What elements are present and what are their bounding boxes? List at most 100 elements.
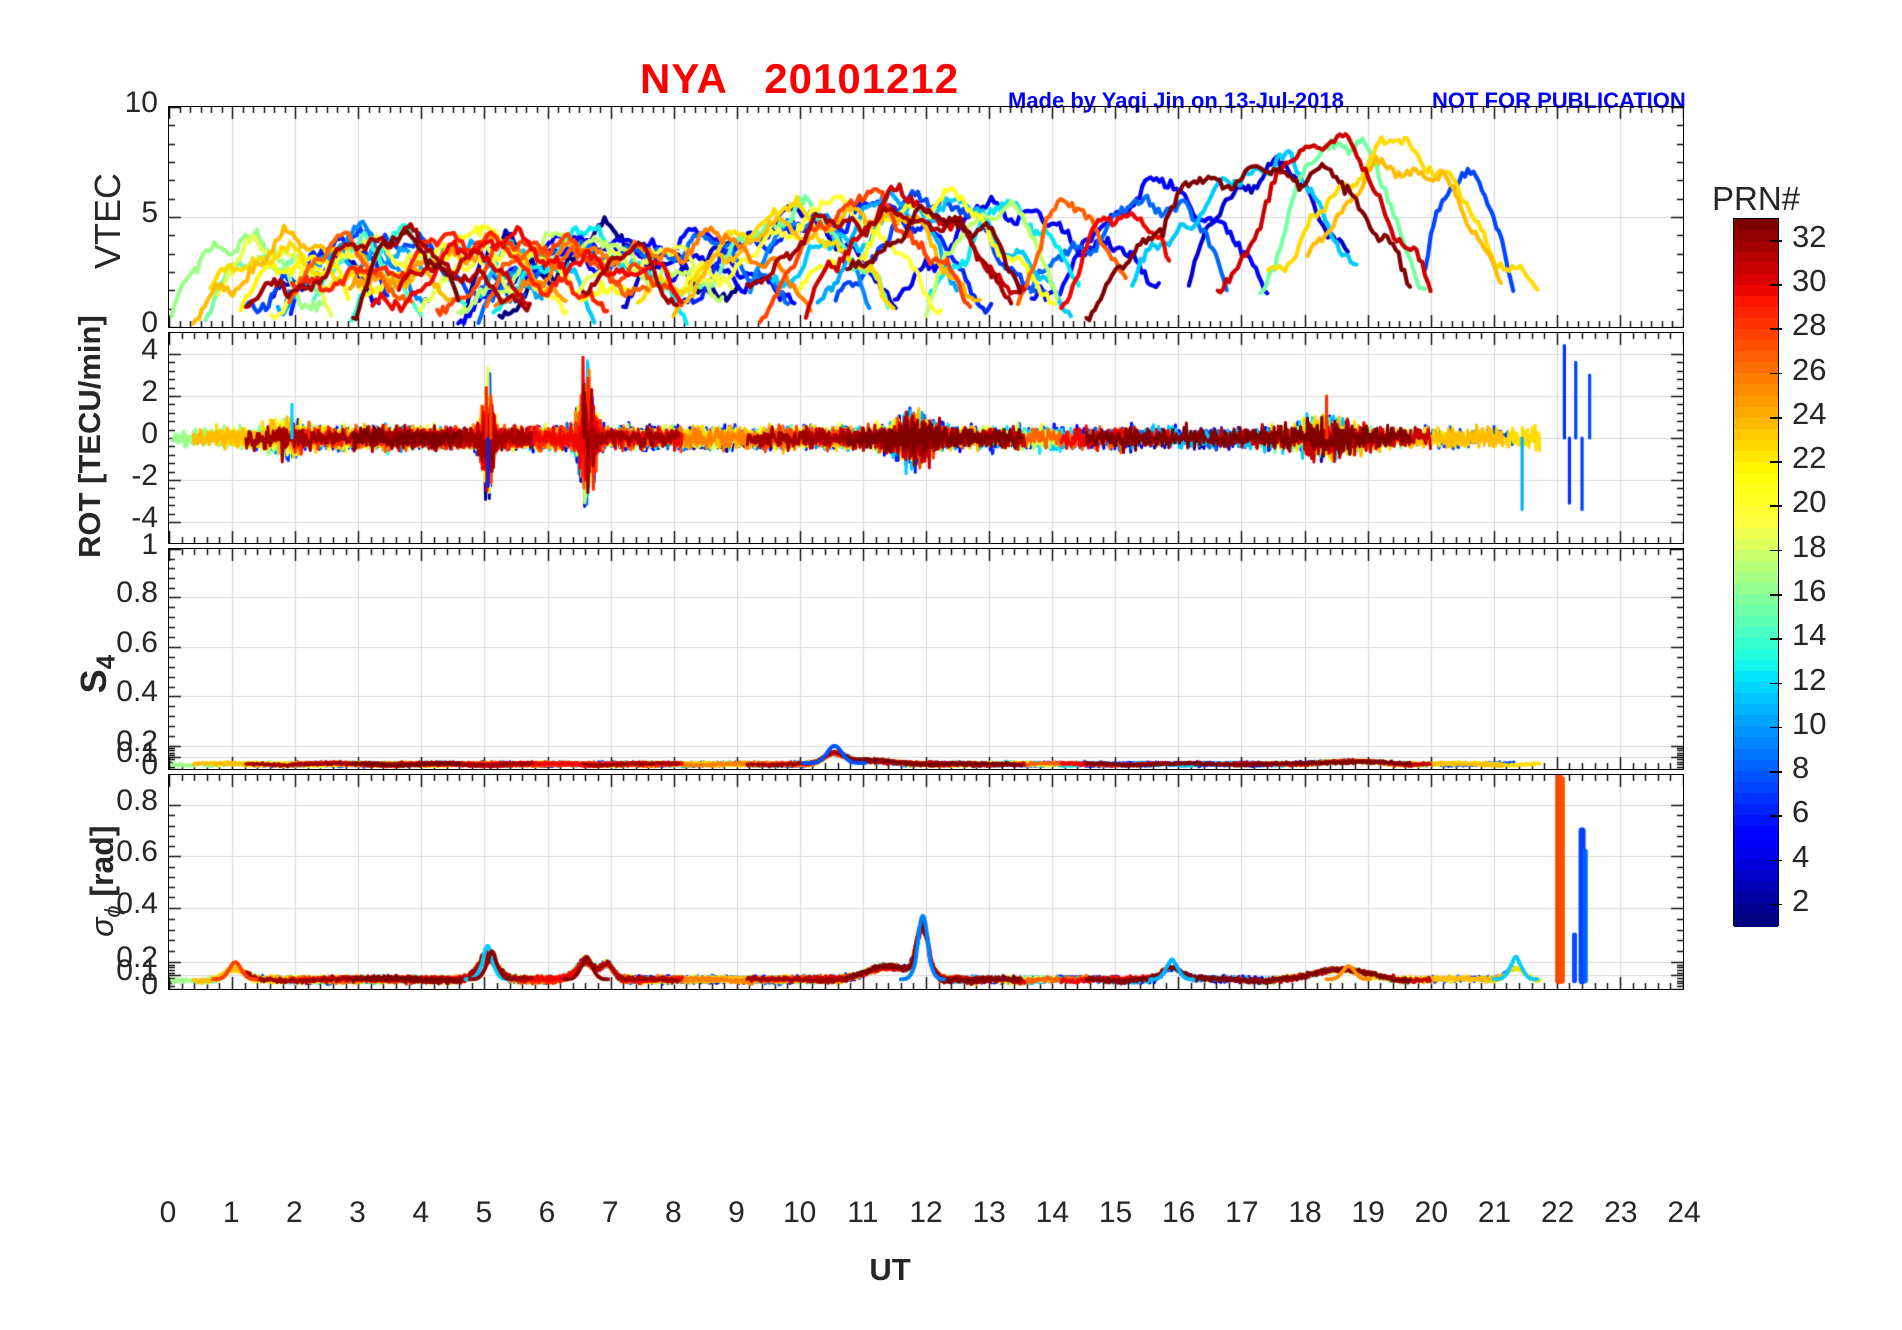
colorbar-segment	[1734, 770, 1778, 784]
plot-panel-vtec[interactable]	[168, 106, 1684, 328]
colorbar-segment	[1734, 836, 1778, 850]
colorbar-segment	[1734, 638, 1778, 652]
x-tick-label: 17	[1225, 1196, 1259, 1229]
colorbar-tickmark	[1770, 549, 1782, 552]
colorbar-segment	[1734, 285, 1778, 299]
colorbar-tick-label: 30	[1792, 263, 1827, 299]
colorbar-segment	[1734, 913, 1778, 928]
colorbar-segment	[1734, 318, 1778, 332]
colorbar-segment	[1734, 329, 1778, 343]
y-tick-label-vtec: 0	[141, 306, 158, 339]
colorbar-segment	[1734, 693, 1778, 707]
colorbar-tick-label: 26	[1792, 351, 1827, 387]
x-tick-label: 13	[972, 1196, 1006, 1229]
colorbar-tick-label: 2	[1792, 882, 1810, 918]
colorbar-segment	[1734, 516, 1778, 530]
x-tick-label: 3	[349, 1196, 366, 1229]
plot-data-rot	[169, 333, 1683, 543]
colorbar-segment	[1734, 682, 1778, 696]
y-tick-label-s4: 0.4	[116, 675, 158, 709]
y-tick-label-sigma_phi: 0	[141, 968, 158, 1001]
colorbar-segment	[1734, 307, 1778, 321]
colorbar-segment	[1734, 263, 1778, 277]
colorbar-tickmark	[1770, 372, 1782, 375]
colorbar-segment	[1734, 583, 1778, 597]
colorbar-segment	[1734, 439, 1778, 453]
colorbar-segment	[1734, 527, 1778, 542]
x-tick-label: 20	[1414, 1196, 1449, 1229]
colorbar-tickmark	[1770, 594, 1782, 596]
y-tick-label-sigma_phi: 0.1	[116, 954, 158, 988]
colorbar-segment	[1734, 627, 1778, 641]
colorbar-tickmark	[1770, 859, 1782, 862]
colorbar-segment	[1734, 428, 1778, 442]
colorbar-tick-label: 32	[1792, 218, 1827, 254]
y-tick-label-sigma_phi: 0.2	[116, 941, 158, 975]
y-tick-label-vtec: 5	[141, 196, 158, 229]
y-tick-label-rot: 4	[141, 333, 158, 366]
colorbar-tickmark	[1770, 505, 1782, 508]
colorbar-segment	[1734, 902, 1778, 917]
colorbar-tick-label: 10	[1792, 705, 1827, 741]
colorbar-tickmark	[1770, 903, 1782, 906]
colorbar-segment	[1734, 814, 1778, 828]
y-tick-label-s4: 1	[141, 528, 158, 561]
colorbar-segment	[1734, 616, 1778, 630]
colorbar-tickmark	[1770, 815, 1782, 817]
colorbar[interactable]	[1733, 218, 1779, 928]
y-tick-label-sigma_phi: 0.4	[116, 886, 158, 920]
y-tick-label-s4: 0	[141, 748, 158, 781]
x-tick-label: 5	[475, 1196, 493, 1229]
x-tick-label: 24	[1667, 1196, 1701, 1229]
colorbar-tick-label: 12	[1792, 661, 1827, 697]
colorbar-tick-label: 28	[1792, 307, 1827, 343]
colorbar-segment	[1734, 252, 1778, 266]
colorbar-tick-label: 22	[1792, 440, 1827, 476]
x-tick-label: 12	[909, 1196, 943, 1229]
plot-panel-rot[interactable]	[168, 332, 1684, 544]
colorbar-segment	[1734, 869, 1778, 883]
colorbar-segment	[1734, 605, 1778, 619]
colorbar-segment	[1734, 726, 1778, 740]
colorbar-segment	[1734, 704, 1778, 718]
colorbar-tickmark	[1770, 328, 1782, 331]
x-tick-label: 10	[782, 1196, 817, 1229]
plot-panel-sigma_phi[interactable]	[168, 774, 1684, 990]
y-tick-label-rot: 0	[141, 417, 158, 450]
colorbar-tickmark	[1770, 682, 1782, 685]
x-tick-label: 0	[159, 1196, 177, 1229]
plot-data-s4	[169, 549, 1683, 769]
x-tick-label: 4	[412, 1196, 429, 1229]
colorbar-segment	[1734, 505, 1778, 519]
colorbar-segment	[1734, 219, 1778, 233]
y-tick-label-s4: 0.8	[116, 576, 158, 610]
colorbar-segment	[1734, 560, 1778, 575]
colorbar-segment	[1734, 891, 1778, 906]
colorbar-tickmark	[1770, 638, 1782, 640]
x-tick-label: 22	[1540, 1196, 1575, 1229]
colorbar-tick-label: 18	[1792, 528, 1827, 564]
plot-data-vtec	[169, 107, 1683, 327]
y-axis-label-vtec: VTEC	[87, 172, 129, 270]
y-axis-label-s4: S4	[73, 654, 121, 694]
colorbar-title: PRN#	[1712, 180, 1801, 217]
y-axis-label-sigma-phi: σϕ [rad]	[83, 825, 126, 937]
plot-data-sigma_phi	[169, 775, 1683, 989]
colorbar-segment	[1734, 649, 1778, 663]
y-tick-label-rot: -2	[131, 459, 158, 492]
colorbar-segment	[1734, 362, 1778, 376]
plot-panel-s4[interactable]	[168, 548, 1684, 770]
colorbar-segment	[1734, 494, 1778, 508]
colorbar-segment	[1734, 241, 1778, 255]
colorbar-tickmark	[1770, 771, 1782, 773]
y-tick-label-s4: 0.2	[116, 724, 158, 758]
colorbar-segment	[1734, 461, 1778, 475]
colorbar-segment	[1734, 373, 1778, 387]
x-tick-label: 1	[222, 1196, 240, 1229]
colorbar-segment	[1734, 660, 1778, 674]
colorbar-segment	[1734, 781, 1778, 795]
colorbar-tickmark	[1770, 284, 1782, 286]
x-tick-label: 15	[1098, 1196, 1133, 1229]
colorbar-segment	[1734, 715, 1778, 729]
y-tick-label-sigma_phi: 0.6	[116, 835, 158, 869]
